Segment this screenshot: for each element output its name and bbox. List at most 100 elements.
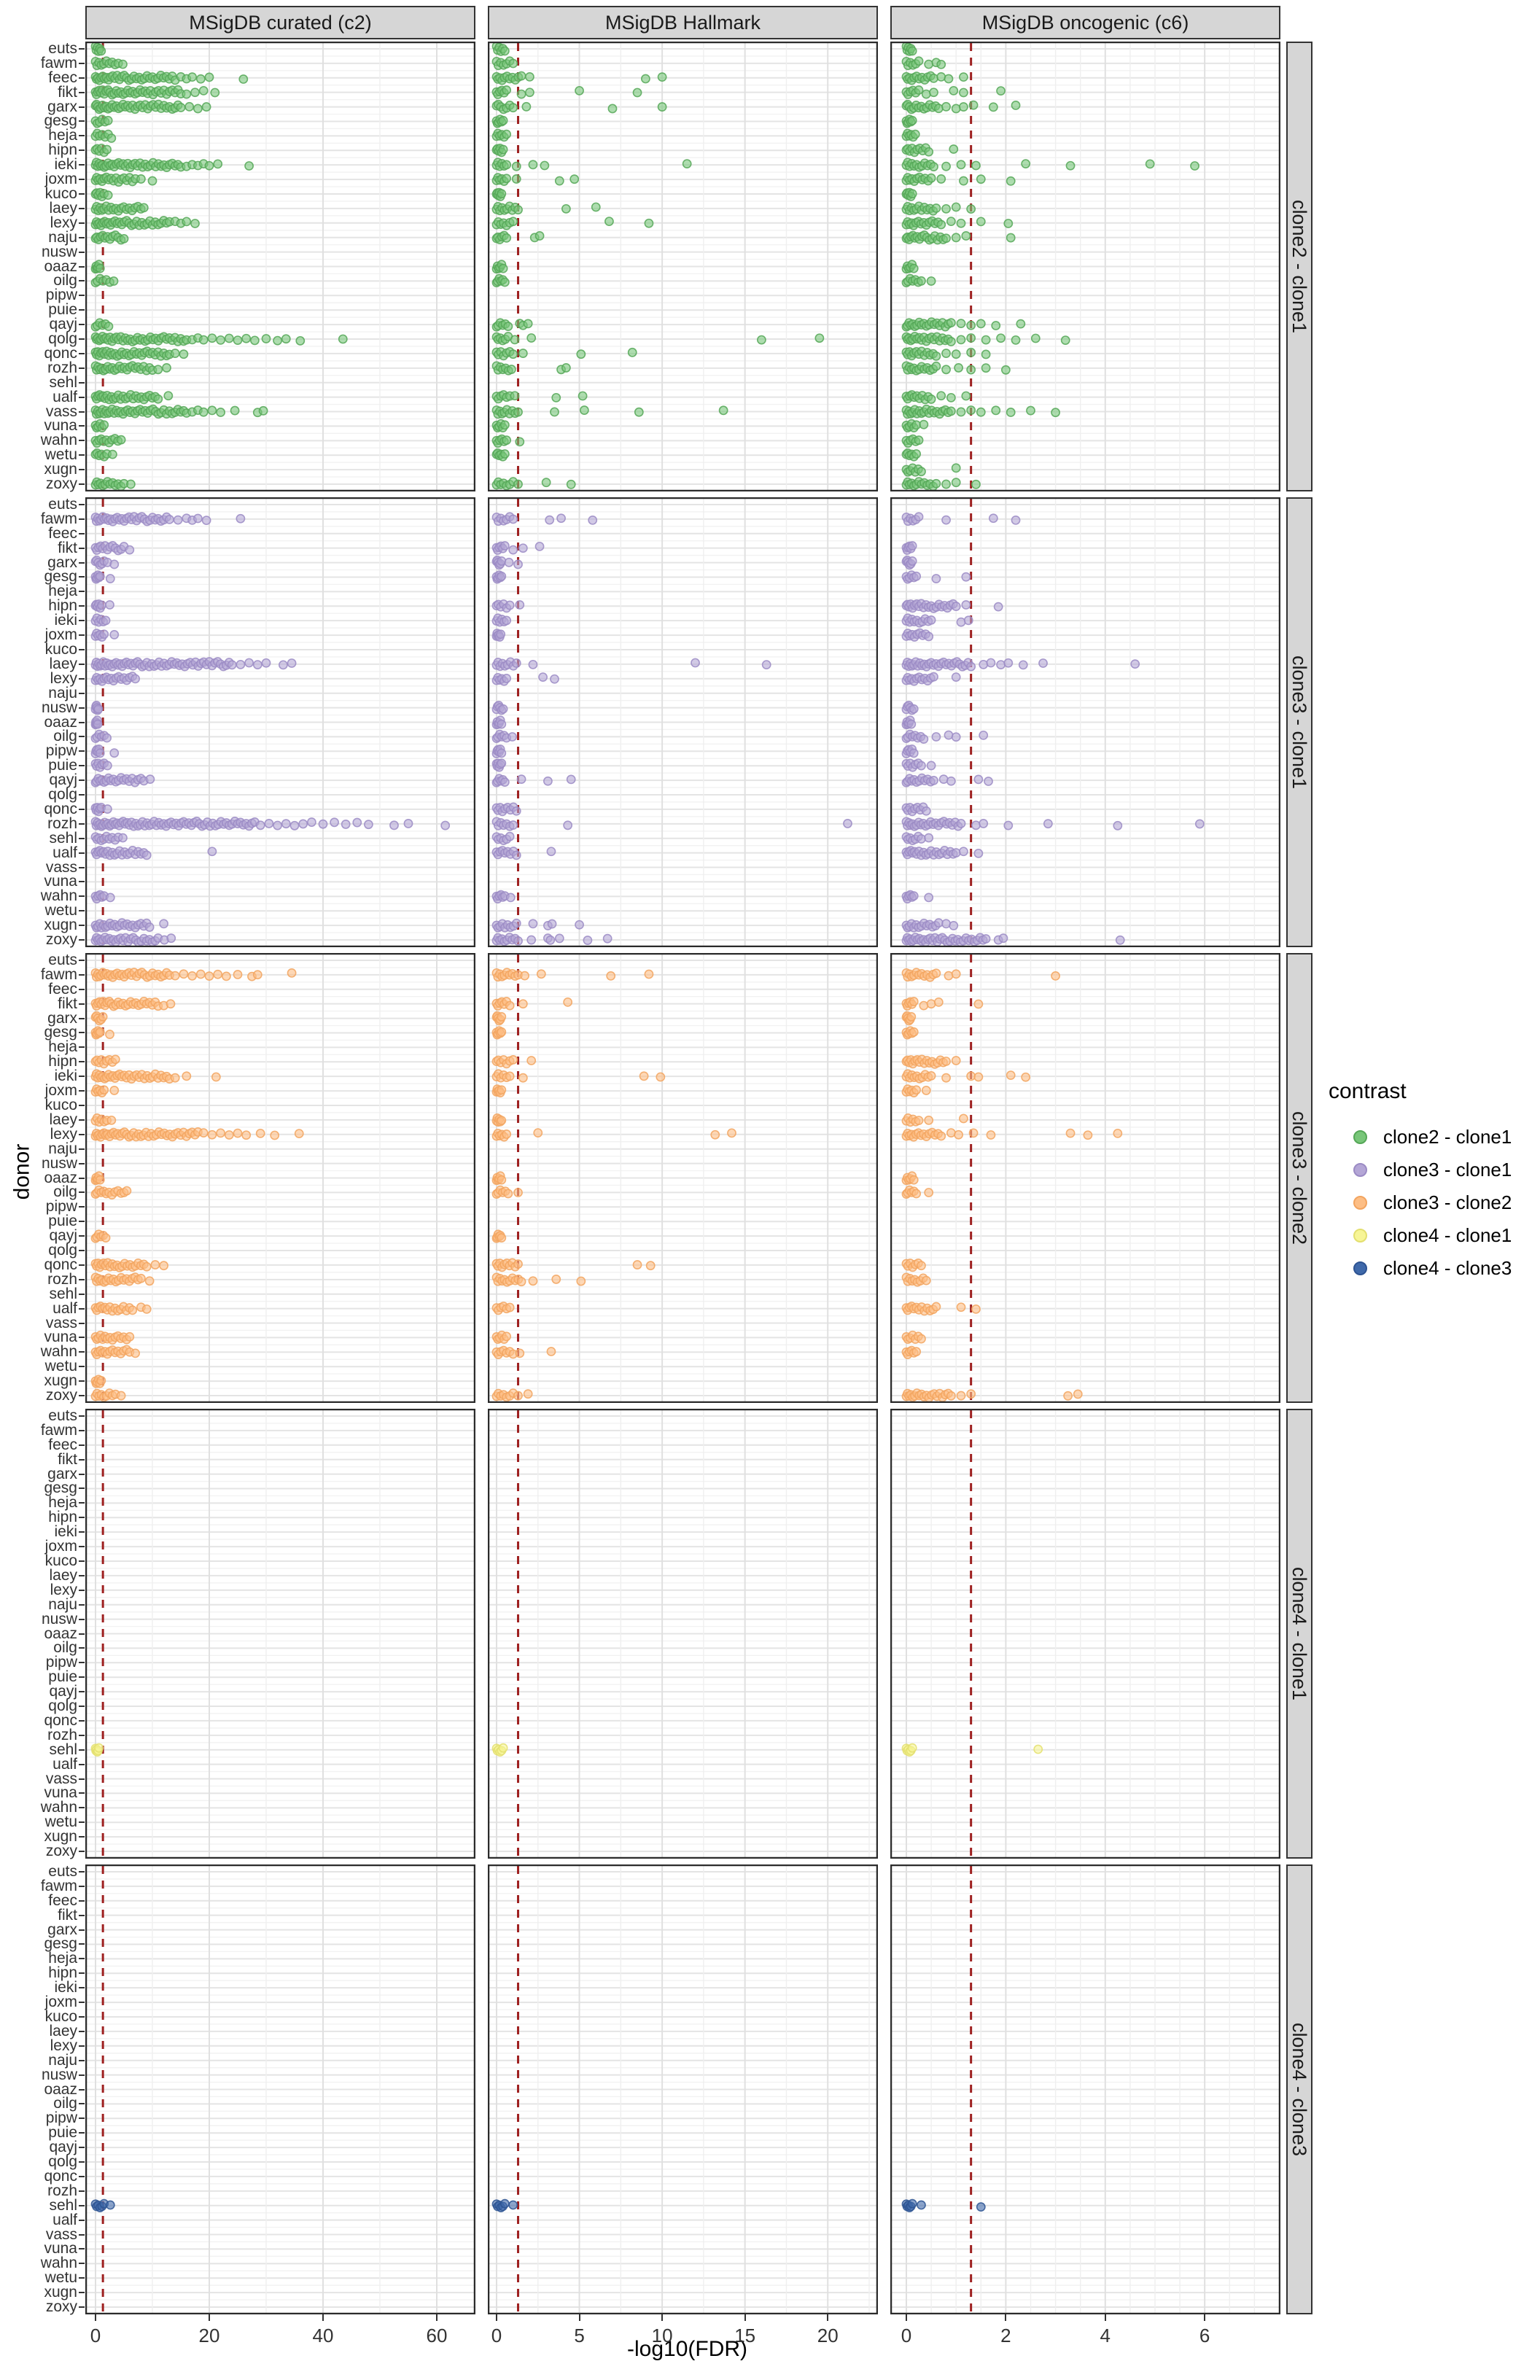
data-point — [1030, 333, 1041, 343]
donor-axis-label: joxm — [44, 1082, 77, 1100]
data-point — [941, 101, 951, 112]
data-point — [576, 349, 586, 359]
data-point — [389, 820, 399, 831]
y-tick-mark — [79, 309, 85, 311]
data-point — [1065, 160, 1076, 171]
y-tick-mark — [79, 1046, 85, 1049]
data-point — [166, 999, 176, 1009]
data-point — [966, 204, 976, 214]
data-point — [508, 545, 518, 555]
y-tick-mark — [79, 1148, 85, 1150]
x-tick-mark — [436, 2314, 438, 2321]
data-point — [498, 1743, 508, 1753]
data-point — [946, 1128, 956, 1138]
data-point — [166, 933, 176, 944]
y-tick-mark — [79, 1104, 85, 1106]
data-point — [924, 631, 934, 642]
y-tick-mark — [79, 338, 85, 341]
y-tick-mark — [79, 2233, 85, 2236]
donor-axis-label: sehl — [49, 1741, 77, 1758]
panel-border — [85, 42, 475, 491]
donor-axis-label: vuna — [44, 1784, 77, 1802]
data-point — [1016, 319, 1026, 329]
data-point — [511, 658, 521, 668]
data-point — [534, 231, 545, 241]
data-point — [632, 1260, 642, 1269]
data-point — [515, 600, 525, 610]
donor-axis-label: zoxy — [45, 2298, 77, 2316]
donor-axis-label: vass — [45, 858, 77, 876]
panel-clone2-clone1-hm — [488, 42, 878, 491]
data-point — [710, 1129, 720, 1140]
data-point — [136, 1273, 146, 1283]
data-point — [1130, 659, 1140, 669]
data-point — [645, 1261, 656, 1271]
data-point — [933, 104, 944, 114]
data-point — [122, 1186, 132, 1196]
y-tick-mark — [79, 591, 85, 593]
panel-border — [85, 1409, 475, 1859]
data-point — [907, 46, 917, 56]
data-point — [941, 515, 951, 525]
data-point — [516, 1277, 526, 1287]
data-point — [1006, 233, 1016, 243]
y-tick-mark — [79, 469, 85, 471]
data-point — [198, 1128, 209, 1138]
donor-axis-label: garx — [47, 1921, 77, 1938]
data-point — [640, 74, 650, 84]
data-point — [99, 1085, 109, 1095]
y-tick-mark — [79, 280, 85, 282]
y-tick-mark — [79, 973, 85, 976]
data-point — [505, 1071, 515, 1081]
data-point — [105, 600, 114, 610]
data-point — [575, 85, 584, 96]
y-tick-mark — [79, 1734, 85, 1736]
donor-axis-label: qolg — [48, 2153, 77, 2171]
donor-axis-label: pipw — [45, 2109, 77, 2127]
legend-swatch-dot — [1353, 1130, 1367, 1144]
data-point — [497, 748, 507, 758]
data-point — [931, 574, 941, 583]
data-point — [150, 1260, 160, 1269]
data-point — [236, 659, 246, 669]
data-point — [941, 479, 951, 489]
data-point — [936, 219, 946, 230]
data-point — [543, 776, 553, 786]
y-tick-mark — [79, 2263, 85, 2265]
donor-axis-label: wahn — [40, 1799, 77, 1816]
y-tick-mark — [79, 454, 85, 456]
data-point — [926, 999, 936, 1009]
y-tick-mark — [79, 1133, 85, 1135]
data-point — [1083, 1130, 1093, 1140]
data-point — [516, 71, 526, 81]
data-point — [1051, 408, 1060, 418]
panel-border — [890, 42, 1280, 491]
data-point — [518, 349, 528, 358]
data-point — [153, 394, 163, 404]
y-tick-mark — [79, 2015, 85, 2018]
data-point — [941, 919, 951, 929]
data-point — [914, 435, 924, 446]
data-point — [98, 1012, 108, 1022]
data-point — [951, 1056, 961, 1065]
data-point — [954, 1129, 964, 1140]
data-point — [503, 322, 513, 332]
donor-axis-label: rozh — [47, 1270, 77, 1288]
data-point — [109, 630, 120, 639]
col-facet-strip-hm: MSigDB Hallmark — [488, 6, 878, 39]
donor-axis-label: fikt — [58, 83, 77, 101]
donor-axis-label: zoxy — [45, 475, 77, 493]
donor-axis-label: naju — [48, 2051, 77, 2069]
y-tick-mark — [79, 62, 85, 64]
data-point — [909, 748, 919, 758]
data-point — [921, 1086, 931, 1095]
data-point — [561, 363, 571, 373]
data-point — [513, 559, 523, 569]
data-point — [998, 933, 1008, 944]
data-point — [976, 217, 986, 227]
data-point — [278, 660, 288, 670]
y-tick-mark — [79, 1337, 85, 1339]
y-tick-mark — [79, 736, 85, 738]
donor-axis-label: ieki — [54, 156, 77, 174]
y-tick-mark — [79, 1206, 85, 1208]
